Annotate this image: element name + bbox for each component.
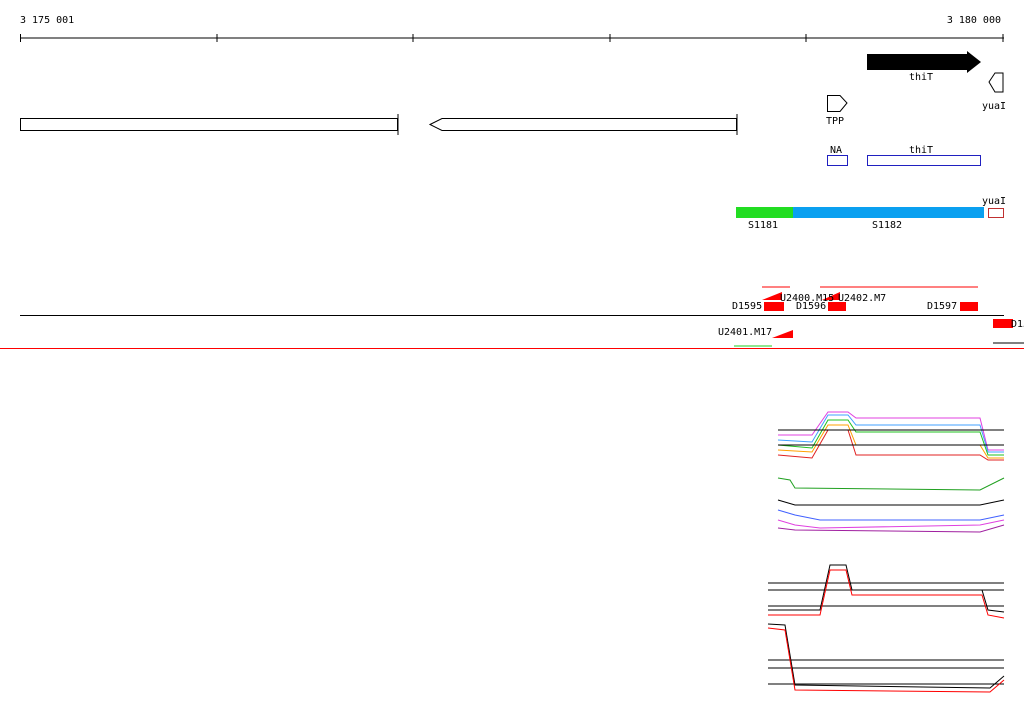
ruler: 3 175 001 3 180 000 (20, 15, 1004, 42)
annotation-label: thiT (909, 145, 933, 156)
feature-label: D1595 (732, 301, 762, 312)
riboswitch-label: TPP (826, 116, 844, 127)
gene-label: thiT (909, 72, 933, 83)
feature-label: U2400.M15 (780, 293, 834, 304)
ruler-start: 3 175 001 (20, 15, 74, 26)
annotations: NA thiT (827, 145, 981, 166)
features: U2400.M15 U2402.M7 D1595 D1596 D1597 D15… (0, 286, 1024, 349)
gene-label: yuaI (982, 101, 1006, 112)
segments: yuaI S1181 S1182 (736, 196, 1006, 231)
feature-label: D1597 (927, 301, 957, 312)
segment-label: S1181 (748, 220, 778, 231)
feature-label: D1596 (796, 301, 826, 312)
expression (767, 411, 1005, 693)
segment-label: S1182 (872, 220, 902, 231)
annotation-label: NA (830, 145, 842, 156)
segment-label: yuaI (982, 196, 1006, 207)
genes: thiT yuaI TPP (20, 51, 1006, 135)
feature-label: D15 (1011, 319, 1024, 330)
ruler-end: 3 180 000 (947, 15, 1001, 26)
feature-label: U2402.M7 (838, 293, 886, 304)
feature-label: U2401.M17 (718, 327, 772, 338)
